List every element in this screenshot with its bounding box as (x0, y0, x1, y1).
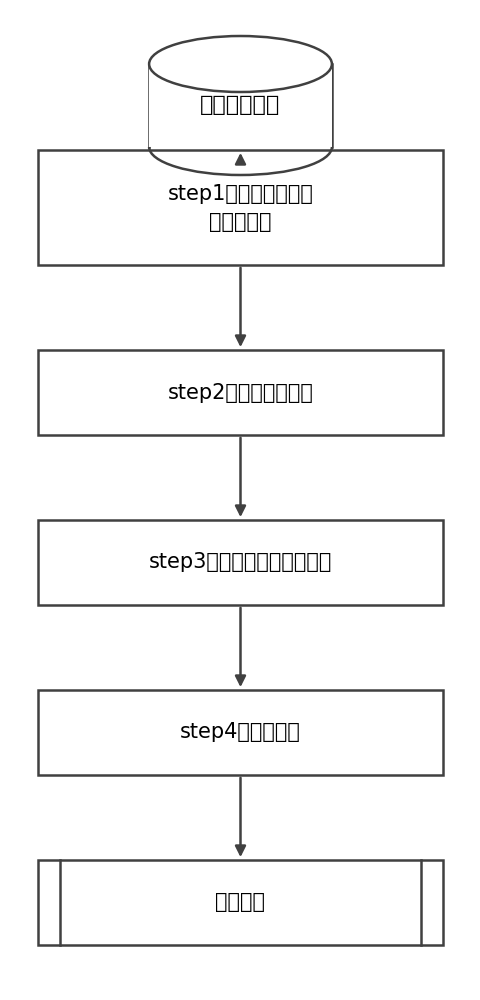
Text: 变道场景数据: 变道场景数据 (200, 95, 280, 115)
Bar (38, 520, 442, 605)
Ellipse shape (149, 36, 331, 92)
Text: step3：子轨迹参数特征转换: step3：子轨迹参数特征转换 (148, 552, 332, 572)
Text: step4：轨迹聚类: step4：轨迹聚类 (180, 722, 300, 742)
Text: step1：轨迹参数提取
与轨迹表达: step1：轨迹参数提取 与轨迹表达 (167, 184, 313, 232)
Text: step2：变道轨迹分割: step2：变道轨迹分割 (167, 383, 313, 403)
Text: 典型轨迹: 典型轨迹 (215, 892, 265, 912)
Bar (38, 150, 442, 265)
Bar (149, 64, 331, 147)
Bar (38, 860, 442, 945)
Bar (38, 690, 442, 775)
Bar (38, 350, 442, 435)
